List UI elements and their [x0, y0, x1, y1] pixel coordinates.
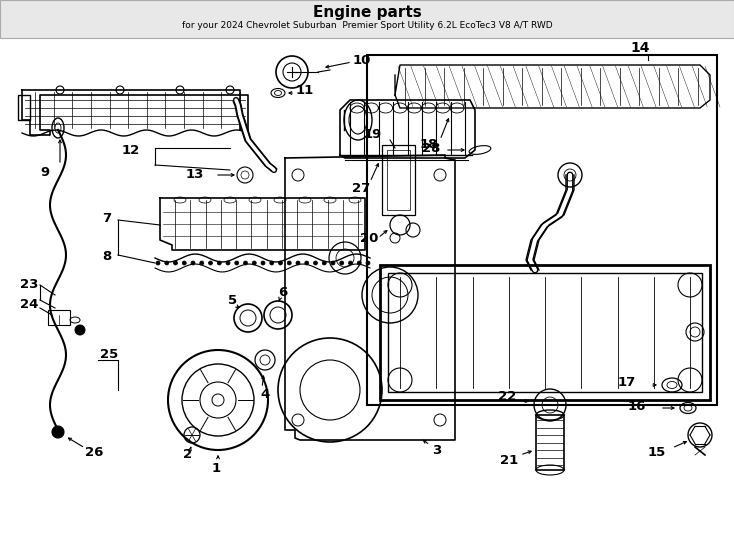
Bar: [536, 415, 564, 470]
Text: 2: 2: [183, 449, 192, 462]
Text: 5: 5: [228, 294, 237, 307]
Bar: [382, 145, 415, 215]
Circle shape: [235, 261, 239, 265]
Circle shape: [75, 325, 85, 335]
Circle shape: [261, 261, 265, 265]
Text: 10: 10: [353, 53, 371, 66]
Text: for your 2024 Chevrolet Suburban  Premier Sport Utility 6.2L EcoTec3 V8 A/T RWD: for your 2024 Chevrolet Suburban Premier…: [182, 22, 552, 30]
Circle shape: [305, 261, 309, 265]
Circle shape: [296, 261, 300, 265]
Text: 1: 1: [212, 462, 221, 475]
Circle shape: [287, 261, 291, 265]
Text: 16: 16: [628, 400, 647, 413]
Text: 27: 27: [352, 181, 370, 194]
Bar: [380, 265, 710, 400]
Text: 15: 15: [648, 446, 666, 458]
Bar: [387, 150, 410, 210]
Text: 8: 8: [102, 249, 112, 262]
Text: 28: 28: [422, 141, 440, 154]
Bar: [367, 55, 717, 405]
Circle shape: [164, 261, 169, 265]
Text: 17: 17: [618, 376, 636, 389]
Bar: [48, 310, 70, 325]
Text: Engine parts: Engine parts: [313, 4, 421, 19]
Circle shape: [313, 261, 318, 265]
Circle shape: [322, 261, 326, 265]
Circle shape: [200, 261, 204, 265]
Circle shape: [340, 261, 344, 265]
Text: 9: 9: [40, 165, 49, 179]
Text: 20: 20: [360, 232, 378, 245]
Circle shape: [331, 261, 335, 265]
Circle shape: [226, 261, 230, 265]
Bar: [18, 95, 30, 120]
Text: 7: 7: [102, 212, 111, 225]
Text: 6: 6: [278, 286, 287, 299]
Circle shape: [357, 261, 361, 265]
Text: 21: 21: [500, 454, 518, 467]
Circle shape: [217, 261, 221, 265]
Text: 19: 19: [364, 129, 382, 141]
Circle shape: [252, 261, 256, 265]
Circle shape: [244, 261, 247, 265]
Circle shape: [173, 261, 178, 265]
Bar: [388, 273, 702, 392]
Circle shape: [349, 261, 352, 265]
Text: 22: 22: [498, 390, 516, 403]
Text: 18: 18: [420, 138, 438, 152]
Text: 23: 23: [20, 279, 38, 292]
Text: 11: 11: [296, 84, 314, 98]
Text: 26: 26: [85, 446, 103, 458]
Circle shape: [278, 261, 283, 265]
Circle shape: [366, 261, 370, 265]
Text: 24: 24: [20, 299, 38, 312]
Circle shape: [191, 261, 195, 265]
Circle shape: [270, 261, 274, 265]
Circle shape: [156, 261, 160, 265]
Circle shape: [208, 261, 213, 265]
Text: 13: 13: [186, 168, 204, 181]
Circle shape: [182, 261, 186, 265]
Text: 4: 4: [260, 388, 269, 402]
Text: 3: 3: [432, 443, 441, 456]
Text: 25: 25: [100, 348, 118, 361]
Text: 14: 14: [630, 41, 650, 55]
Text: 12: 12: [122, 144, 140, 157]
Bar: [0, 0, 734, 38]
Circle shape: [52, 426, 64, 438]
